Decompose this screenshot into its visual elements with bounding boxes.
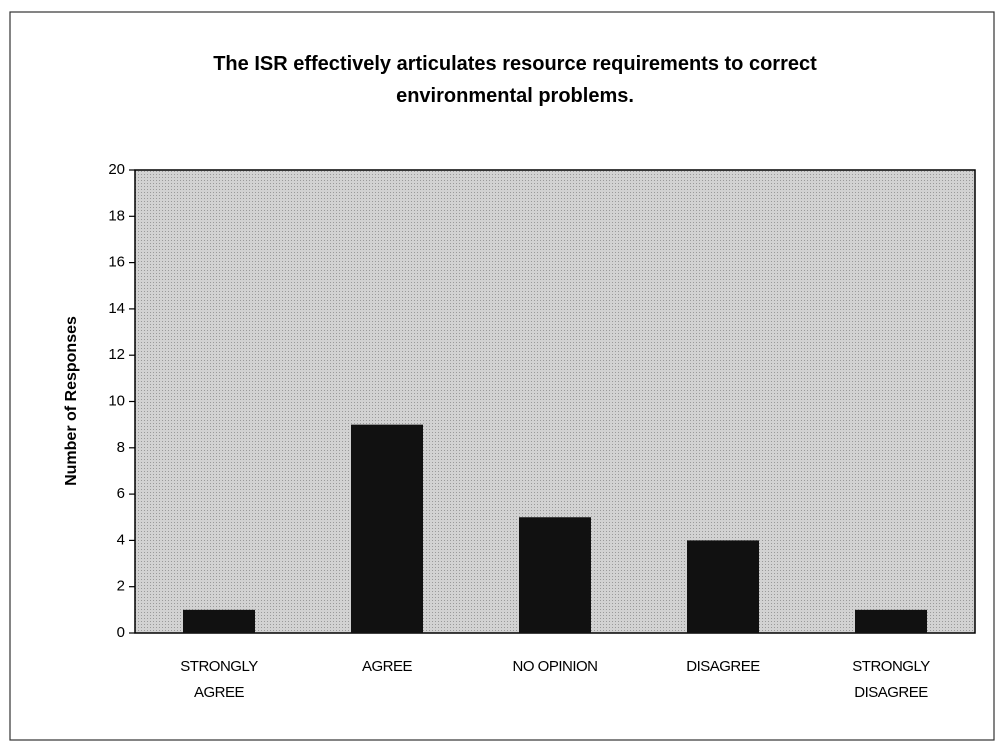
chart-title: The ISR effectively articulates resource…: [213, 53, 817, 107]
y-tick-label: 12: [108, 346, 125, 363]
y-tick-label: 8: [117, 439, 125, 456]
y-tick-label: 14: [108, 300, 125, 317]
bar: [855, 609, 927, 633]
y-tick-label: 10: [108, 392, 125, 409]
y-tick-label: 0: [117, 624, 125, 641]
bar: [687, 540, 759, 633]
x-tick-label: NO OPINION: [512, 658, 598, 675]
bar: [183, 609, 255, 633]
y-axis-label: Number of Responses: [63, 316, 80, 486]
y-tick-label: 20: [108, 161, 125, 178]
bar: [519, 517, 591, 633]
x-tick-label: STRONGLY AGREE: [180, 658, 258, 701]
x-tick-label: AGREE: [361, 658, 413, 675]
bar: [351, 424, 423, 633]
y-tick-label: 6: [117, 485, 125, 502]
x-tick-label: DISAGREE: [686, 658, 760, 675]
y-tick-label: 18: [108, 207, 125, 224]
y-tick-label: 2: [117, 578, 125, 595]
y-tick-label: 4: [117, 531, 125, 548]
frame: [9, 11, 995, 741]
y-tick-label: 16: [108, 254, 125, 271]
x-tick-label: STRONGLY DISAGREE: [852, 658, 930, 701]
